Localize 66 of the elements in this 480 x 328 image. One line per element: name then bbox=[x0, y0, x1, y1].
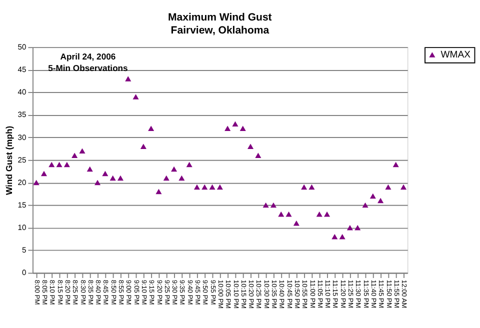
point bbox=[346, 225, 353, 230]
point bbox=[332, 234, 338, 240]
point bbox=[224, 126, 231, 131]
point bbox=[301, 184, 308, 190]
point bbox=[232, 121, 238, 126]
point bbox=[40, 170, 48, 176]
point bbox=[378, 198, 384, 204]
point bbox=[194, 184, 200, 190]
point bbox=[339, 234, 346, 240]
point bbox=[362, 202, 368, 208]
y-tick-label: 40 bbox=[18, 88, 26, 97]
y-tick-label: 15 bbox=[18, 200, 26, 210]
point bbox=[156, 188, 162, 194]
point bbox=[102, 170, 108, 176]
point bbox=[140, 144, 146, 150]
point bbox=[308, 184, 315, 190]
y-tick-label: 10 bbox=[18, 223, 26, 232]
point bbox=[48, 162, 55, 168]
point bbox=[247, 144, 254, 150]
y-tick-label: 5 bbox=[22, 246, 26, 255]
point bbox=[255, 152, 262, 158]
point bbox=[278, 211, 284, 217]
annotation: April 24, 2006 bbox=[60, 52, 116, 62]
point bbox=[148, 126, 154, 131]
point bbox=[354, 225, 361, 230]
annotation: 5-Min Observations bbox=[48, 63, 128, 74]
point bbox=[186, 162, 192, 168]
point bbox=[385, 184, 392, 190]
y-tick-label: 35 bbox=[18, 110, 26, 120]
point bbox=[94, 180, 101, 186]
y-axis-title: Wind Gust (mph) bbox=[4, 126, 14, 195]
point bbox=[316, 211, 322, 217]
point bbox=[171, 166, 178, 172]
y-tick-label: 45 bbox=[18, 65, 26, 74]
y-tick-label: 20 bbox=[18, 178, 26, 187]
point bbox=[209, 184, 216, 190]
point bbox=[117, 175, 124, 181]
point bbox=[125, 76, 132, 82]
point bbox=[370, 193, 376, 199]
point bbox=[79, 148, 86, 154]
point bbox=[324, 211, 330, 217]
point bbox=[262, 202, 269, 208]
point bbox=[240, 126, 246, 131]
point bbox=[216, 184, 223, 190]
y-tick-label: 50 bbox=[18, 42, 26, 52]
chart-title: Maximum Wind Gust bbox=[168, 11, 272, 24]
point bbox=[400, 184, 407, 190]
legend-label: WMAX bbox=[440, 50, 472, 61]
point bbox=[64, 162, 70, 168]
point bbox=[178, 175, 185, 181]
point bbox=[110, 175, 116, 181]
point bbox=[86, 166, 93, 172]
y-tick-label: 0 bbox=[22, 268, 26, 278]
point bbox=[293, 220, 300, 226]
point bbox=[56, 162, 62, 168]
chart-subtitle: Fairview, Oklahoma bbox=[170, 24, 270, 37]
point bbox=[33, 180, 40, 186]
point bbox=[72, 152, 78, 158]
point bbox=[270, 202, 276, 208]
point bbox=[132, 94, 139, 100]
point bbox=[163, 175, 170, 181]
y-tick-label: 25 bbox=[18, 155, 26, 164]
point bbox=[392, 162, 399, 168]
y-tick-label: 30 bbox=[18, 132, 26, 142]
point bbox=[286, 211, 292, 217]
point bbox=[202, 184, 208, 190]
